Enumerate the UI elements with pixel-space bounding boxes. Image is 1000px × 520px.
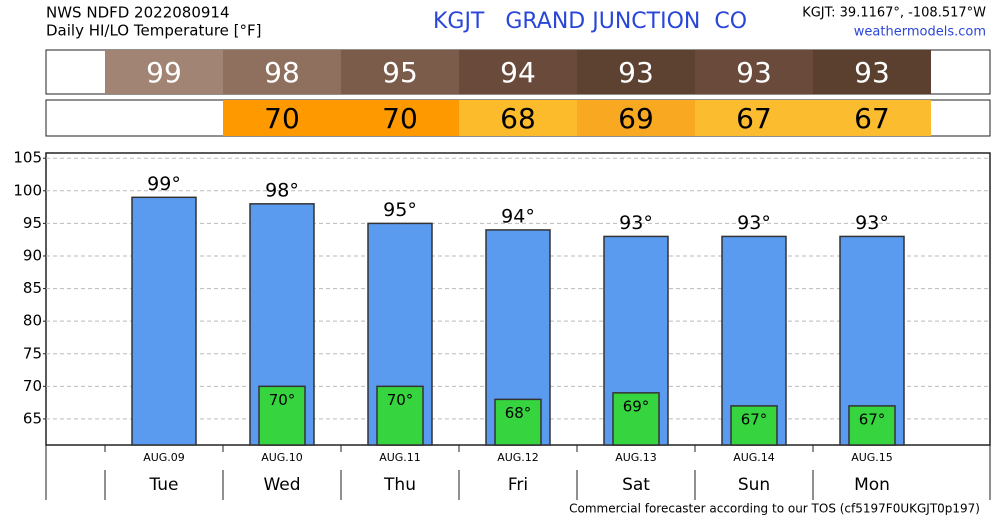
strip-cell: [813, 100, 931, 136]
strip-value: 70: [382, 102, 418, 135]
strip-cell: [695, 100, 813, 136]
value-label: 70°: [387, 391, 414, 409]
day-label: Sun: [738, 475, 770, 495]
lo-bar: [730, 405, 778, 446]
footer: Commercial forecaster according to our T…: [569, 502, 980, 516]
day-label: Fri: [508, 475, 528, 495]
lo-bar: [258, 385, 306, 446]
day-label: Mon: [854, 475, 890, 495]
strip-value: 67: [854, 102, 890, 135]
day-label: Sat: [622, 475, 650, 495]
value-label: 67°: [741, 410, 768, 428]
x-tick-label: AUG.13: [615, 451, 657, 464]
x-tick-label: AUG.11: [379, 451, 421, 464]
value-label: 95°: [383, 199, 417, 221]
day-label: Thu: [383, 475, 416, 495]
value-label: 99°: [147, 173, 181, 195]
strip-cell: [341, 100, 459, 136]
y-tick-label: 105: [13, 149, 42, 167]
strip-value: 70: [264, 102, 300, 135]
value-label: 93°: [619, 212, 653, 234]
day-label: Tue: [148, 475, 178, 495]
strip-value: 94: [500, 56, 536, 89]
y-tick-label: 95: [23, 214, 42, 232]
value-label: 68°: [505, 404, 532, 422]
strip-value: 95: [382, 56, 418, 89]
x-tick-label: AUG.09: [143, 451, 185, 464]
lo-bar: [612, 392, 660, 446]
value-label: 98°: [265, 179, 299, 201]
value-label: 70°: [269, 391, 296, 409]
lo-bar: [848, 405, 896, 446]
y-tick-label: 70: [23, 377, 42, 395]
strip-value: 93: [736, 56, 772, 89]
lo-bar: [494, 398, 542, 446]
chart-title: KGJT GRAND JUNCTION CO: [433, 9, 747, 34]
value-label: 93°: [737, 212, 771, 234]
y-tick-label: 75: [23, 344, 42, 362]
value-label: 93°: [855, 212, 889, 234]
strip-cell: [223, 100, 341, 136]
value-label: 67°: [859, 410, 886, 428]
strip-value: 93: [618, 56, 654, 89]
y-tick-label: 90: [23, 246, 42, 264]
lo-bar: [376, 385, 424, 446]
strip-cell: [105, 50, 223, 94]
strip-value: 68: [500, 102, 536, 135]
strip-cell: [459, 50, 577, 94]
x-tick-label: AUG.15: [851, 451, 893, 464]
strip-cell: [577, 100, 695, 136]
y-tick-label: 80: [23, 312, 42, 330]
strip-cell: [341, 50, 459, 94]
y-tick-label: 65: [23, 409, 42, 427]
strip-cell: [223, 50, 341, 94]
strip-cell: [695, 50, 813, 94]
x-tick-label: AUG.14: [733, 451, 775, 464]
strip-cell: [577, 50, 695, 94]
source: NWS NDFD 2022080914: [46, 4, 230, 22]
strip-value: 93: [854, 56, 890, 89]
strip-value: 98: [264, 56, 300, 89]
day-label: Wed: [263, 475, 300, 495]
location: KGJT: 39.1167°, -108.517°W: [802, 6, 986, 21]
hi-bar: [131, 196, 197, 446]
y-tick-label: 85: [23, 279, 42, 297]
value-label: 94°: [501, 205, 535, 227]
strip-value: 99: [146, 56, 182, 89]
x-tick-label: AUG.12: [497, 451, 539, 464]
website: weathermodels.com: [854, 25, 986, 40]
x-tick-label: AUG.10: [261, 451, 303, 464]
strip-cell: [459, 100, 577, 136]
value-label: 69°: [623, 397, 650, 415]
y-tick-label: 100: [13, 181, 42, 199]
strip-cell: [813, 50, 931, 94]
subtitle: Daily HI/LO Temperature [°F]: [46, 22, 262, 40]
strip-value: 69: [618, 102, 654, 135]
strip-value: 67: [736, 102, 772, 135]
